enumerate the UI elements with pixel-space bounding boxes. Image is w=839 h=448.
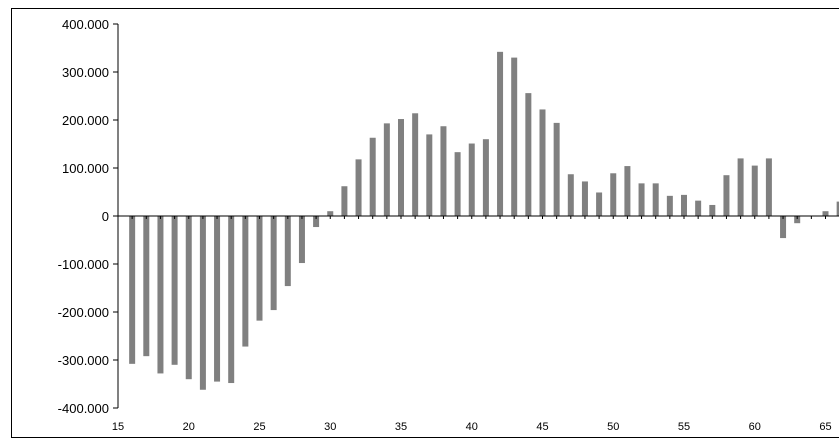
bar (313, 216, 320, 228)
x-tick-label: 35 (395, 421, 407, 433)
bar (610, 173, 617, 216)
x-tick-label: 45 (536, 421, 548, 433)
y-tick-label: -300.000 (58, 353, 109, 368)
bar (596, 192, 603, 216)
bar (454, 152, 461, 216)
bar (737, 158, 744, 216)
bar (681, 194, 687, 216)
bar (185, 216, 192, 380)
bar (369, 137, 376, 216)
bar (383, 123, 390, 216)
x-tick-label: 55 (678, 421, 690, 433)
bar (270, 216, 277, 311)
bar (539, 109, 546, 216)
bar (284, 216, 291, 287)
y-tick-label: 200.000 (62, 113, 109, 128)
bar (341, 186, 348, 216)
bar (652, 183, 659, 216)
y-tick-label: 100.000 (62, 161, 109, 176)
chart-frame (11, 8, 839, 438)
y-tick-label: 300.000 (62, 65, 109, 80)
bar (157, 216, 164, 374)
x-tick-label: 40 (466, 421, 478, 433)
y-tick-label: -100.000 (58, 257, 109, 272)
bar (723, 175, 730, 216)
bar (638, 183, 645, 216)
bar (468, 143, 475, 216)
y-tick-label: -400.000 (58, 401, 109, 416)
bar (426, 134, 433, 216)
x-tick-label: 65 (819, 421, 831, 433)
x-tick-label: 60 (749, 421, 761, 433)
bar (581, 181, 588, 216)
bar (398, 119, 404, 216)
x-tick-label: 50 (607, 421, 619, 433)
bar (242, 216, 249, 347)
bar (794, 216, 801, 224)
bar (567, 174, 574, 216)
bar (327, 211, 334, 216)
bar (553, 122, 560, 216)
bar (624, 166, 631, 216)
y-tick-label: 0 (102, 209, 109, 224)
y-tick-label: 400.000 (62, 17, 109, 32)
bar (355, 159, 362, 216)
bar (171, 216, 178, 365)
bar (228, 216, 235, 384)
bar (199, 216, 206, 390)
bar (695, 200, 702, 216)
bar (511, 57, 518, 216)
bar (256, 216, 263, 321)
x-tick-label: 25 (253, 421, 265, 433)
bar (214, 216, 221, 382)
bar (836, 201, 839, 216)
bar (822, 211, 829, 216)
x-tick-label: 15 (112, 421, 124, 433)
bar (143, 216, 150, 357)
bar (525, 93, 532, 216)
bar (497, 51, 504, 217)
bar (129, 216, 136, 364)
bar (765, 158, 772, 216)
y-tick-label: -200.000 (58, 305, 109, 320)
bar (780, 216, 787, 239)
bar (666, 195, 673, 216)
bar (709, 204, 716, 216)
x-tick-label: 30 (324, 421, 336, 433)
bar (412, 113, 419, 216)
bar (482, 139, 489, 216)
bar (751, 165, 758, 216)
bar (298, 216, 305, 264)
x-tick-label: 20 (183, 421, 195, 433)
bar (440, 126, 447, 216)
